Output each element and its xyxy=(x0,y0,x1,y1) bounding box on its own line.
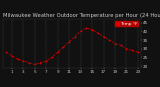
Text: Milwaukee Weather Outdoor Temperature per Hour (24 Hours): Milwaukee Weather Outdoor Temperature pe… xyxy=(3,13,160,18)
Legend: Temp °F: Temp °F xyxy=(115,21,139,27)
